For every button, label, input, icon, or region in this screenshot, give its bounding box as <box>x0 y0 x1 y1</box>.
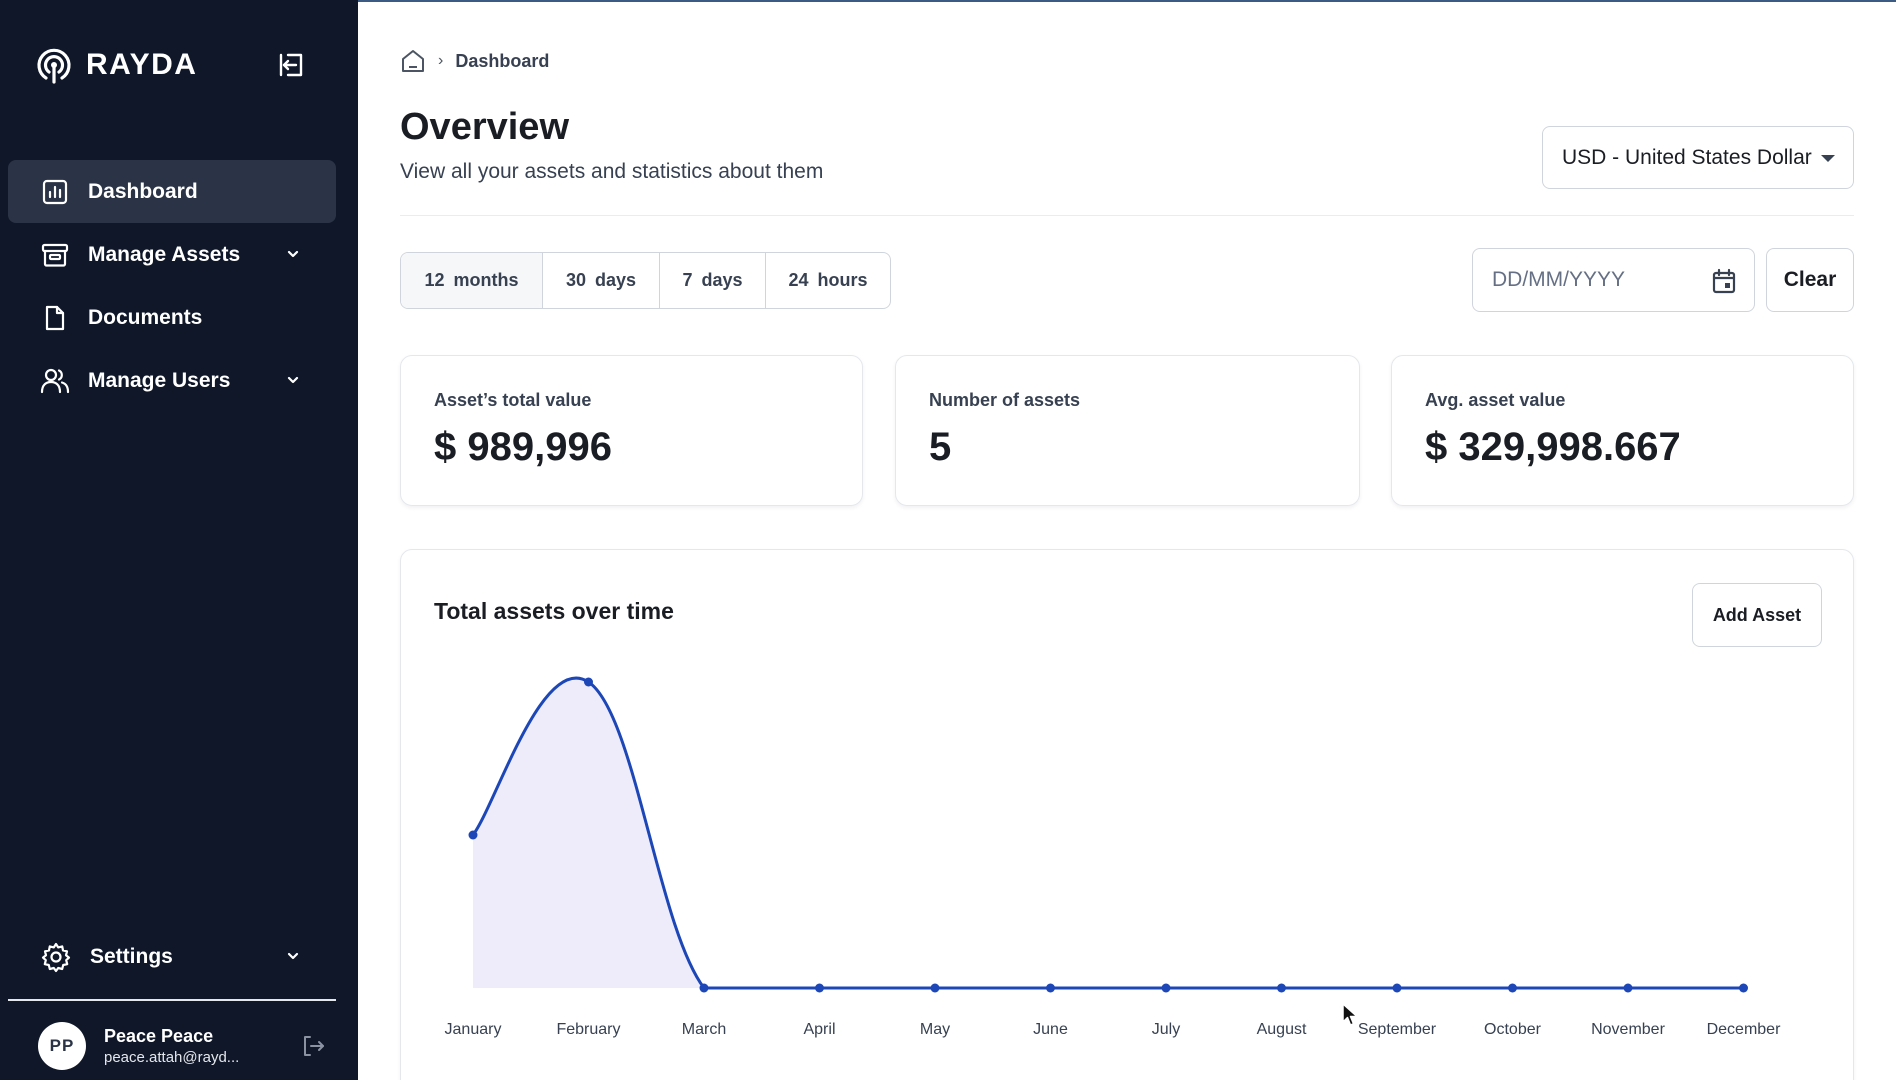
clear-button[interactable]: Clear <box>1766 248 1854 312</box>
chevron-down-icon <box>287 250 299 258</box>
x-tick-label: September <box>1358 1021 1437 1038</box>
x-tick-label: November <box>1591 1021 1665 1038</box>
logout-button[interactable] <box>298 1031 328 1061</box>
sidebar-item-manage-assets[interactable]: Manage Assets <box>8 223 336 286</box>
stat-card-avg-value: Avg. asset value $ 329,998.667 <box>1391 355 1854 506</box>
sidebar-item-label: Dashboard <box>88 179 198 203</box>
x-tick-label: June <box>1033 1021 1068 1038</box>
gear-icon <box>40 941 72 973</box>
sidebar-nav: Dashboard Manage Assets Documents <box>8 160 336 412</box>
sidebar-item-documents[interactable]: Documents <box>8 286 336 349</box>
page-subtitle: View all your assets and statistics abou… <box>400 160 824 183</box>
chart-point-september[interactable] <box>1392 983 1402 993</box>
sidebar-item-label: Manage Users <box>88 368 231 392</box>
x-tick-label: October <box>1484 1021 1542 1038</box>
users-icon <box>40 366 70 396</box>
chevron-down-icon <box>287 952 299 960</box>
x-tick-label: January <box>445 1021 502 1038</box>
settings-label: Settings <box>90 944 173 968</box>
brand[interactable]: RAYDA <box>34 44 197 86</box>
mouse-cursor-icon <box>1342 1003 1358 1026</box>
stat-label: Number of assets <box>929 390 1081 410</box>
page-title: Overview <box>400 106 569 148</box>
rayda-logo-icon <box>37 48 71 84</box>
stat-value: $ 989,996 <box>434 425 612 469</box>
x-tick-label: April <box>803 1021 835 1038</box>
main-content: › Dashboard Overview View all your asset… <box>358 0 1896 1080</box>
stat-value: 5 <box>929 425 952 469</box>
chart-point-july[interactable] <box>1161 983 1171 993</box>
user-name: Peace Peace <box>104 1026 214 1046</box>
x-tick-label: March <box>682 1021 726 1038</box>
stat-card-total-value: Asset’s total value $ 989,996 <box>400 355 863 506</box>
logout-icon <box>304 1036 324 1056</box>
range-30-days-button[interactable]: 30 days <box>543 253 660 308</box>
chart-bar-icon <box>40 177 70 207</box>
sidebar-item-label: Documents <box>88 305 203 329</box>
chart-point-october[interactable] <box>1508 983 1517 993</box>
currency-value: USD - United States Dollar <box>1562 145 1812 169</box>
home-icon[interactable] <box>400 48 426 74</box>
breadcrumb-current: Dashboard <box>455 50 550 71</box>
chart-point-february[interactable] <box>584 677 593 687</box>
document-icon <box>40 303 70 333</box>
x-tick-label: December <box>1707 1021 1781 1038</box>
time-range-toggle: 12 months 30 days 7 days 24 hours <box>400 252 891 309</box>
range-24-hours-button[interactable]: 24 hours <box>788 270 868 290</box>
caret-down-icon <box>1821 155 1835 162</box>
range-12-months-button[interactable]: 12 months <box>401 253 543 308</box>
collapse-sidebar-icon <box>279 53 303 77</box>
range-7-days-button[interactable]: 7 days <box>660 253 766 308</box>
x-tick-label: August <box>1257 1021 1307 1038</box>
sidebar-item-label: Manage Assets <box>88 242 241 266</box>
stat-card-number-of-assets: Number of assets 5 <box>895 355 1360 506</box>
sidebar-item-settings[interactable]: Settings <box>8 925 336 988</box>
brand-name: RAYDA <box>86 48 198 81</box>
x-tick-label: February <box>556 1021 620 1038</box>
user-email: peace.attah@rayd... <box>104 1049 240 1066</box>
chart-point-november[interactable] <box>1623 983 1633 993</box>
date-placeholder: DD/MM/YYYY <box>1492 268 1626 291</box>
sidebar: RAYDA Dashboard <box>0 0 358 1080</box>
user-profile[interactable]: PP Peace Peace peace.attah@rayd... <box>38 1020 328 1072</box>
sidebar-item-dashboard[interactable]: Dashboard <box>8 160 336 223</box>
header-divider <box>400 215 1854 216</box>
chart-point-august[interactable] <box>1277 983 1286 993</box>
x-tick-label: July <box>1152 1021 1180 1038</box>
user-info: Peace Peace peace.attah@rayd... <box>104 1024 298 1068</box>
add-asset-button[interactable]: Add Asset <box>1692 583 1822 647</box>
archive-box-icon <box>40 240 70 270</box>
sidebar-divider <box>8 999 336 1001</box>
chart-card: Total assets over time Add Asset January… <box>400 549 1854 1080</box>
stat-value: $ 329,998.667 <box>1425 425 1681 469</box>
breadcrumb-separator: › <box>438 52 444 69</box>
chart-point-december[interactable] <box>1739 983 1748 993</box>
currency-select[interactable]: USD - United States Dollar <box>1542 126 1854 189</box>
x-tick-label: May <box>920 1021 950 1038</box>
stat-label: Avg. asset value <box>1425 390 1566 410</box>
chevron-down-icon <box>287 376 299 384</box>
stat-label: Asset’s total value <box>434 390 592 410</box>
chart-title: Total assets over time <box>434 598 674 624</box>
date-input[interactable]: DD/MM/YYYY <box>1472 248 1755 312</box>
avatar: PP <box>38 1022 86 1070</box>
chart-point-may[interactable] <box>930 983 940 993</box>
chart-area-fill <box>473 677 1744 988</box>
sidebar-item-manage-users[interactable]: Manage Users <box>8 349 336 412</box>
chart-point-june[interactable] <box>1046 983 1055 993</box>
calendar-icon[interactable] <box>1710 267 1738 295</box>
chart-point-january[interactable] <box>468 830 478 840</box>
assets-line-chart: January February March April May June July Augu… <box>445 676 1781 1038</box>
chart-point-april[interactable] <box>815 983 824 993</box>
chart-point-march[interactable] <box>699 983 709 993</box>
breadcrumb: › Dashboard <box>400 48 549 74</box>
collapse-sidebar-button[interactable] <box>274 48 308 82</box>
